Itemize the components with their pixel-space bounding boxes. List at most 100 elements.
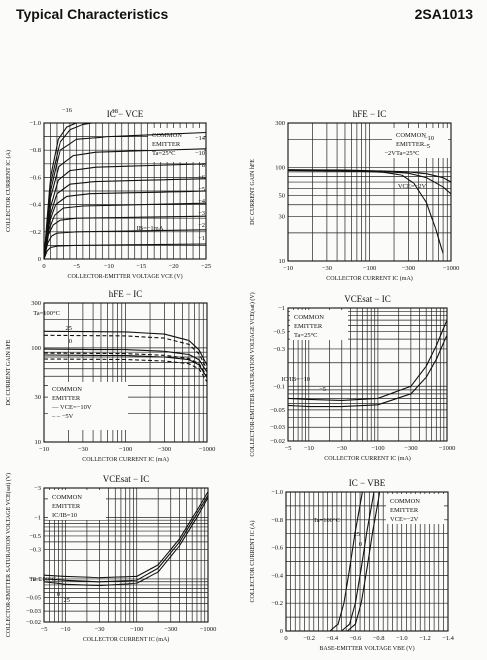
legend-box	[290, 310, 348, 340]
x-tick-label: −100	[130, 626, 143, 633]
series-line	[43, 497, 209, 587]
x-tick-label: −10	[104, 263, 114, 270]
x-tick-label: −1000	[443, 265, 460, 272]
series-label: −5	[198, 186, 205, 193]
series-line	[43, 229, 207, 260]
legend-entry: VCE=−2V	[390, 516, 419, 523]
series-line	[43, 354, 208, 379]
y-tick-label: 0	[38, 256, 41, 263]
x-tick-label: −1000	[199, 446, 216, 453]
y-tick-label: 50	[279, 193, 286, 200]
legend-box	[386, 494, 444, 524]
legend-box	[48, 382, 128, 430]
series-line-dashed	[43, 358, 208, 383]
chart-vcesat-ic-2: VCEsat − IC−5 −10 −30 −100 −300 −1000−0.02−0.…	[5, 473, 217, 643]
series-label: −5	[423, 143, 430, 150]
series-line	[43, 122, 77, 260]
x-tick-label: −300	[164, 626, 177, 633]
y-tick-label: 100	[31, 345, 41, 352]
y-tick-label: −0.03	[270, 424, 285, 431]
y-tick-label: −0.2	[29, 229, 41, 236]
x-tick-label: −0.6	[350, 635, 363, 642]
x-tick-label: −1.4	[442, 635, 455, 642]
series-line	[43, 202, 207, 260]
y-tick-label: 300	[275, 120, 285, 127]
series-label: −6	[198, 174, 206, 181]
x-tick-label: −0.8	[373, 635, 385, 642]
legend-entry: IC/IB=10	[52, 512, 77, 519]
legend-entry: COMMON	[152, 132, 182, 139]
x-tick-label: −10	[60, 626, 70, 633]
y-axis-label: DC CURRENT GAIN hFE	[250, 159, 256, 225]
y-tick-label: −0.02	[270, 438, 285, 445]
x-tick-label: −100	[119, 446, 132, 453]
legend-box	[392, 128, 448, 158]
x-tick-label: 0	[42, 263, 45, 270]
series-line	[43, 243, 207, 260]
series-line	[287, 169, 452, 195]
x-axis-label: BASE-EMITTER VOLTAGE VBE (V)	[319, 645, 414, 652]
series-label: −14	[195, 135, 206, 142]
plot-frame	[43, 487, 209, 623]
x-axis-label: COLLECTOR CURRENT IC (mA)	[83, 636, 170, 643]
series-label: −10	[195, 150, 205, 157]
legend-entry: EMITTER	[52, 395, 81, 402]
series-line	[329, 491, 363, 632]
legend-entry: – – −5V	[51, 413, 74, 420]
x-tick-label: −30	[322, 265, 332, 272]
chart-title: hFE − IC	[353, 109, 387, 119]
series-label: −4	[198, 198, 206, 205]
legend-entry: COMMON	[390, 498, 420, 505]
y-tick-label: −0.4	[29, 202, 42, 209]
x-tick-label: 0	[284, 635, 287, 642]
y-tick-label: −0.2	[271, 600, 283, 607]
y-tick-label: −0.02	[26, 619, 41, 626]
series-line-dashed	[43, 352, 208, 377]
series-line	[287, 334, 448, 408]
series-label: 0	[57, 591, 60, 598]
y-tick-label: −0.1	[29, 576, 41, 583]
x-axis-label: COLLECTOR CURRENT IC (mA)	[324, 455, 411, 462]
series-label: 0	[69, 338, 72, 345]
param-note: IB=−1mA	[137, 225, 164, 232]
plot-frame	[287, 307, 448, 442]
plot-frame	[287, 122, 452, 262]
y-tick-label: −1	[34, 514, 41, 521]
legend-entry: COMMON	[52, 386, 82, 393]
y-tick-label: −0.5	[273, 329, 285, 336]
y-tick-label: −0.5	[29, 533, 41, 540]
legend-box	[48, 490, 106, 520]
chart-title: IC − VCE	[107, 109, 144, 119]
series-line	[346, 491, 381, 632]
x-tick-label: −1000	[200, 626, 217, 633]
x-tick-label: −10	[39, 446, 49, 453]
series-label: −5	[319, 386, 326, 393]
series-line	[341, 491, 375, 632]
series-label: 18	[112, 108, 119, 115]
series-line	[43, 178, 207, 260]
series-label: Ta=100°C	[33, 310, 60, 317]
y-axis-label: DC CURRENT GAIN hFE	[6, 339, 12, 405]
y-tick-label: −1.0	[29, 120, 41, 127]
x-tick-label: −0.2	[303, 635, 315, 642]
series-label: 25	[66, 325, 73, 332]
part-number: 2SA1013	[414, 6, 473, 22]
legend-entry: Ta=25°C	[396, 150, 420, 157]
series-line	[287, 319, 448, 401]
x-tick-label: −5	[41, 626, 48, 633]
y-tick-label: −0.3	[273, 346, 285, 353]
x-tick-label: −0.4	[326, 635, 339, 642]
legend-entry: — VCE=−10V	[51, 404, 92, 411]
series-label: −16	[62, 107, 73, 114]
chart-title: hFE − IC	[109, 290, 143, 299]
y-tick-label: −3	[34, 485, 41, 492]
param-note: VCE=−2V	[398, 183, 427, 190]
x-tick-label: −100	[363, 265, 376, 272]
y-tick-label: −1	[278, 305, 285, 312]
x-tick-label: −1.2	[419, 635, 431, 642]
x-tick-label: −10	[283, 265, 293, 272]
series-label: 25	[64, 597, 71, 604]
series-label: 25	[354, 531, 361, 538]
y-tick-label: −0.8	[29, 147, 41, 154]
x-tick-label: −300	[402, 265, 415, 272]
